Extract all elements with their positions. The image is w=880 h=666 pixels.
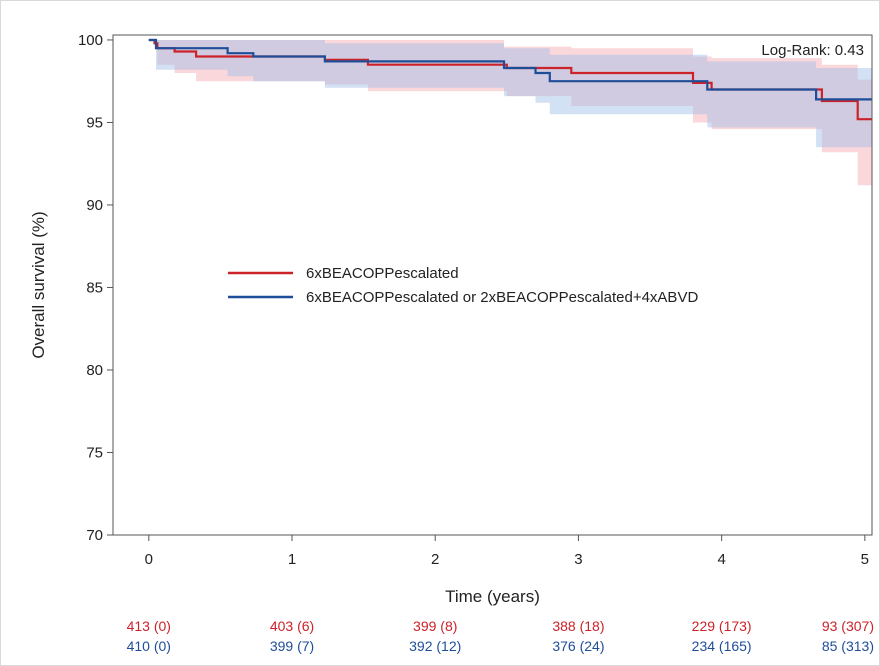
x-tick-label: 1	[288, 551, 296, 568]
risk-cell-series-1: 229 (173)	[692, 618, 752, 634]
y-tick-label: 70	[86, 527, 103, 544]
survival-curves	[148, 38, 872, 121]
y-axis-title: Overall survival (%)	[29, 211, 48, 358]
legend: 6xBEACOPPescalated 6xBEACOPPescalated or…	[228, 265, 698, 306]
risk-cell-series-1: 399 (8)	[413, 618, 457, 634]
confidence-bands	[148, 40, 873, 186]
confidence-band-series-1	[148, 40, 873, 186]
x-tick-label: 0	[145, 551, 153, 568]
y-tick-label: 80	[86, 362, 103, 379]
y-tick-label: 90	[86, 197, 103, 214]
risk-cell-series-1: 413 (0)	[127, 618, 171, 634]
risk-cell-series-2: 376 (24)	[552, 638, 604, 654]
x-tick-label: 4	[717, 551, 725, 568]
log-rank-annotation: Log-Rank: 0.43	[761, 42, 864, 59]
risk-cell-series-2: 410 (0)	[127, 638, 171, 654]
risk-cell-series-2: 234 (165)	[692, 638, 752, 654]
x-tick-label: 2	[431, 551, 439, 568]
confidence-band-series-2	[148, 40, 873, 148]
risk-cell-series-2: 399 (7)	[270, 638, 314, 654]
plot-area-border	[112, 34, 873, 536]
x-axis: 0 1 2 3 4 5	[145, 535, 869, 568]
legend-label-series-2: 6xBEACOPPescalated or 2xBEACOPPescalated…	[306, 289, 698, 306]
risk-cell-series-1: 93 (307)	[822, 618, 874, 634]
number-at-risk-table: 413 (0) 403 (6) 399 (8) 388 (18) 229 (173) 93…	[127, 618, 874, 654]
x-tick-label: 3	[574, 551, 582, 568]
y-tick-label: 85	[86, 279, 103, 296]
survival-curve-series-1	[148, 38, 872, 121]
y-tick-label: 100	[78, 32, 103, 49]
y-tick-label: 75	[86, 444, 103, 461]
legend-label-series-1: 6xBEACOPPescalated	[306, 265, 459, 282]
risk-cell-series-1: 388 (18)	[552, 618, 604, 634]
risk-cell-series-2: 392 (12)	[409, 638, 461, 654]
risk-cell-series-1: 403 (6)	[270, 618, 314, 634]
x-tick-label: 5	[861, 551, 869, 568]
y-axis: 70 75 80 85 90 95 100	[78, 32, 113, 544]
survival-curve-series-2	[148, 38, 872, 101]
risk-cell-series-2: 85 (313)	[822, 638, 874, 654]
x-axis-title: Time (years)	[445, 587, 540, 606]
y-tick-label: 95	[86, 114, 103, 131]
